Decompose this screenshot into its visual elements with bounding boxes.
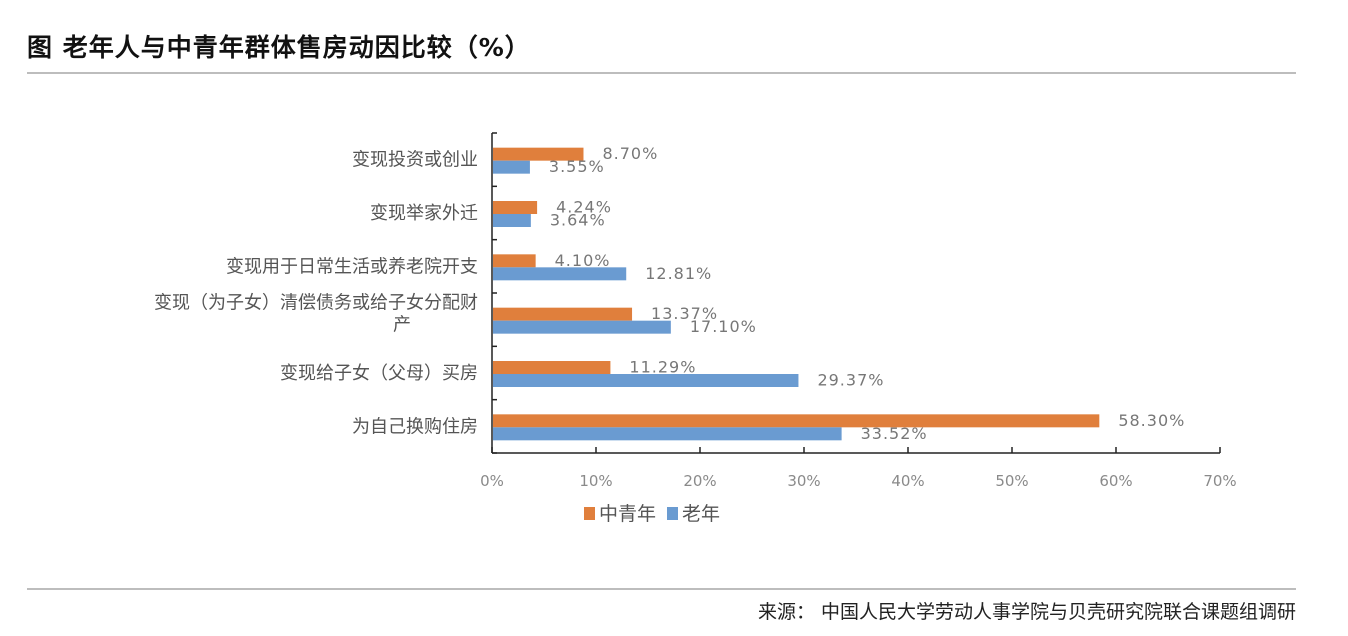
x-tick-label: 20% (683, 472, 716, 490)
data-label: 4.24% (556, 198, 612, 217)
bottom-divider (27, 588, 1296, 590)
bar-elderly (493, 427, 842, 441)
category-label: 变现投资或创业 (352, 150, 478, 171)
bar-youth (493, 361, 611, 374)
x-tick-label: 30% (787, 472, 820, 490)
x-tick-label: 40% (891, 472, 924, 490)
data-label: 3.64% (550, 211, 606, 230)
bar-youth (493, 254, 536, 268)
bar-youth (493, 147, 584, 161)
x-tick-label: 0% (480, 472, 504, 490)
data-label: 8.70% (602, 144, 658, 163)
page-title: 图 老年人与中青年群体售房动因比较（%） (27, 33, 531, 62)
data-label: 58.30% (1118, 411, 1185, 430)
bar-elderly (493, 320, 671, 334)
data-label: 17.10% (690, 317, 757, 336)
category-label: 产 (393, 315, 411, 336)
data-label: 4.10% (555, 251, 611, 270)
data-label: 11.29% (629, 358, 696, 377)
category-label: 变现举家外迁 (370, 203, 478, 224)
bar-youth (493, 414, 1100, 428)
top-divider (27, 72, 1296, 74)
data-label: 29.37% (817, 371, 884, 390)
x-tick-label: 60% (1099, 472, 1132, 490)
category-label: 变现给子女（父母）买房 (280, 363, 478, 384)
category-label: 变现用于日常生活或养老院开支 (226, 256, 478, 277)
legend-label: 老年 (682, 503, 720, 525)
x-tick-label: 10% (579, 472, 612, 490)
bar-elderly (493, 374, 799, 387)
data-label: 3.55% (549, 157, 605, 176)
data-label: 13.37% (651, 304, 718, 323)
x-tick-label: 70% (1203, 472, 1236, 490)
category-label: 变现（为子女）清偿债务或给子女分配财 (154, 293, 478, 314)
bar-elderly (493, 267, 627, 281)
legend-label: 中青年 (599, 503, 656, 525)
x-tick-label: 50% (995, 472, 1028, 490)
bar-elderly (493, 160, 530, 174)
data-label: 33.52% (861, 424, 928, 443)
data-label: 12.81% (645, 264, 712, 283)
legend-swatch (667, 507, 678, 520)
source-note: 来源： 中国人民大学劳动人事学院与贝壳研究院联合课题组调研 (757, 601, 1296, 623)
bar-elderly (493, 214, 531, 227)
category-label: 为自己换购住房 (352, 416, 478, 437)
bar-youth (493, 201, 538, 214)
legend-swatch (584, 507, 595, 520)
bar-youth (493, 307, 633, 321)
